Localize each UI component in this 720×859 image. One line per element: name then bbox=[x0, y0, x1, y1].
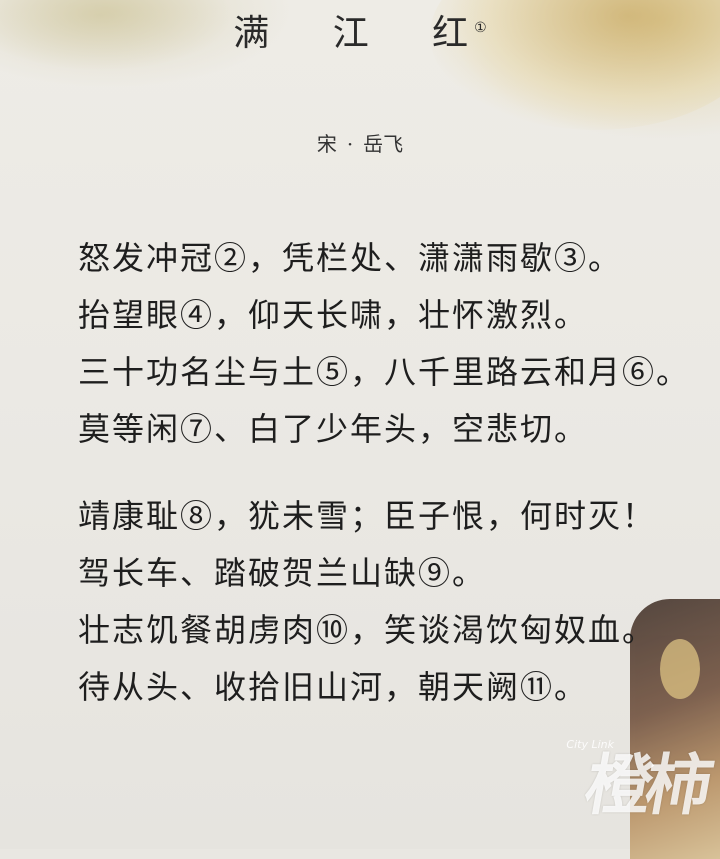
page-illustration-bottom-right bbox=[630, 599, 720, 859]
watermark-logo: City Link 橙柿 bbox=[556, 709, 712, 824]
poem-line: 待从头、收拾旧山河，朝天阙⑪。 bbox=[78, 668, 589, 706]
poem-line: 怒发冲冠②，凭栏处、潇潇雨歇③。 bbox=[78, 239, 623, 277]
poem-line: 三十功名尘与土⑤，八千里路云和月⑥。 bbox=[78, 353, 691, 391]
poem-stanza-2: 靖康耻⑧，犹未雪；臣子恨，何时灭！ 驾长车、踏破贺兰山缺⑨。 壮志饥餐胡虏肉⑩，… bbox=[78, 488, 656, 716]
poem-line: 抬望眼④，仰天长啸，壮怀激烈。 bbox=[78, 296, 589, 334]
poem-line: 莫等闲⑦、白了少年头，空悲切。 bbox=[78, 410, 589, 448]
watermark-sub-text: City Link bbox=[566, 737, 614, 751]
poem-title: 满 江 红① bbox=[0, 4, 720, 56]
poem-stanza-1: 怒发冲冠②，凭栏处、潇潇雨歇③。 抬望眼④，仰天长啸，壮怀激烈。 三十功名尘与土… bbox=[78, 230, 690, 458]
poem-line: 壮志饥餐胡虏肉⑩，笑谈渴饮匈奴血。 bbox=[78, 611, 657, 649]
poem-title-text: 满 江 红 bbox=[233, 13, 495, 54]
author-dynasty: 宋 bbox=[316, 132, 337, 156]
watermark-main-text: 橙柿 bbox=[579, 747, 713, 824]
poem-line: 驾长车、踏破贺兰山缺⑨。 bbox=[78, 554, 487, 592]
poem-line: 靖康耻⑧，犹未雪；臣子恨，何时灭！ bbox=[78, 497, 657, 535]
poem-title-footnote-marker: ① bbox=[474, 20, 487, 36]
poem-author: 宋 · 岳飞 bbox=[0, 128, 720, 157]
author-separator: · bbox=[346, 132, 354, 156]
author-name: 岳飞 bbox=[363, 132, 404, 156]
